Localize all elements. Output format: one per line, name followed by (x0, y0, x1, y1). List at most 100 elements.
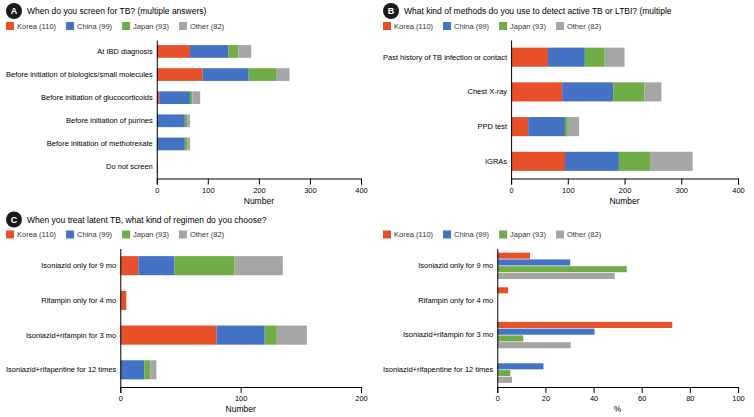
tick-mark (738, 179, 739, 185)
tick-label: Isoniazid+rifampin for 3 mo (403, 330, 493, 339)
plot: 0100200Isoniazid+rifapentine for 12 time… (6, 249, 368, 414)
tick-label: Past history of TB infection or contact (383, 53, 508, 62)
tick: 200 (253, 179, 266, 195)
legend-item: Korea (110) (6, 22, 57, 31)
legend-swatch (6, 231, 14, 239)
tick-mark (681, 179, 682, 185)
tick-label: Rifampin only for 4 mo (41, 296, 116, 305)
tick: Before initiation of biologics/small mol… (6, 70, 157, 79)
bar (217, 326, 265, 345)
tick-label: Before initiation of purines (66, 116, 153, 125)
bar (528, 117, 565, 136)
tick-label: 100 (562, 186, 575, 195)
x-axis: 0100200300400 (155, 179, 368, 195)
tick-label: 400 (732, 186, 745, 195)
badge-circle (383, 3, 399, 19)
legend-item: China (99) (66, 22, 113, 31)
axis-line (157, 179, 361, 185)
tick: Past history of TB infection or contact (383, 53, 511, 62)
legend-item: Japan (93) (499, 22, 546, 31)
tick-label: Chest X-ray (467, 87, 507, 96)
bar (277, 326, 307, 345)
tick: 100 (235, 387, 248, 403)
legend-label: Other (82) (190, 230, 225, 239)
plot: 020406080100Isoniazid+rifapentine for 12… (383, 249, 745, 414)
tick-label: Do not screen (106, 162, 153, 171)
bar (120, 326, 216, 345)
title: What kind of methods do you use to detec… (404, 6, 672, 16)
bar (159, 91, 190, 104)
bar (185, 114, 188, 127)
y-axis: IGRAsPPD testChest X-rayPast history of … (383, 41, 512, 180)
tick: Do not screen (106, 162, 157, 171)
tick-mark (594, 387, 595, 393)
bar (120, 360, 144, 379)
bar-series (568, 48, 693, 171)
badge-label: C (11, 215, 18, 225)
legend-label: Japan (93) (510, 230, 546, 239)
legend-label: China (99) (77, 230, 113, 239)
tick-mark (361, 179, 362, 185)
legend-item: Other (82) (556, 22, 602, 31)
tick-label: 300 (304, 186, 317, 195)
bar (511, 82, 562, 101)
tick-mark (361, 387, 362, 393)
tick: 0 (496, 387, 500, 403)
bars (157, 45, 290, 173)
badge-circle (6, 212, 22, 228)
legend-item: Japan (93) (122, 22, 169, 31)
bar-series (150, 256, 306, 379)
legend-label: Japan (93) (133, 22, 169, 31)
bar (585, 48, 605, 67)
legend-swatch (443, 22, 451, 30)
panel: Korea (110)China (99)Japan (93)Other (82… (383, 230, 745, 414)
tick-label: 0 (496, 394, 500, 403)
bar (249, 68, 277, 81)
legend-label: Other (82) (567, 22, 602, 31)
legend-label: China (99) (454, 230, 490, 239)
legend-swatch (66, 231, 74, 239)
tick-mark (259, 179, 260, 185)
tick: Isoniazid+rifapentine for 12 times (6, 365, 120, 374)
legend: Korea (110)China (99)Japan (93)Other (82… (383, 22, 602, 31)
bar (613, 82, 644, 101)
badge-label: B (388, 6, 395, 16)
tick: 200 (619, 179, 632, 195)
tick-label: PPD test (478, 122, 509, 131)
legend-swatch (499, 231, 507, 239)
x-axis-label: Number (609, 196, 639, 206)
bar (511, 152, 565, 171)
tick-label: 0 (155, 186, 159, 195)
bar (126, 291, 127, 310)
badge: C (6, 212, 22, 228)
legend: Korea (110)China (99)Japan (93)Other (82… (383, 230, 602, 239)
bar (497, 377, 512, 383)
bar-series (497, 266, 627, 376)
tick: Isoniazid only for 9 mo (418, 261, 497, 270)
axis-line (121, 388, 362, 394)
tick-mark (310, 179, 311, 185)
tick-label: Isoniazid+rifampin for 3 mo (26, 331, 116, 340)
tick: 100 (202, 179, 215, 195)
axis-line (120, 249, 121, 388)
axis-line (498, 388, 739, 394)
legend-item: Korea (110) (383, 230, 434, 239)
bar (192, 91, 200, 104)
bar (497, 273, 614, 279)
bar (497, 266, 627, 272)
tick-label: 20 (542, 394, 550, 403)
tick: 100 (562, 179, 575, 195)
bar (497, 322, 672, 328)
bar (511, 117, 528, 136)
legend-label: China (99) (454, 22, 490, 31)
tick-label: 100 (202, 186, 215, 195)
tick-mark (568, 179, 569, 185)
bars (511, 48, 693, 171)
tick-label: Isoniazid+rifapentine for 12 times (6, 365, 117, 374)
tick: Rifampin only for 4 mo (41, 296, 120, 305)
bar-series (497, 253, 672, 328)
x-axis: 020406080100 (496, 387, 745, 403)
legend-swatch (383, 22, 391, 30)
tick-label: Before initiation of methotrexate (47, 139, 153, 148)
legend-item: Japan (93) (499, 230, 546, 239)
